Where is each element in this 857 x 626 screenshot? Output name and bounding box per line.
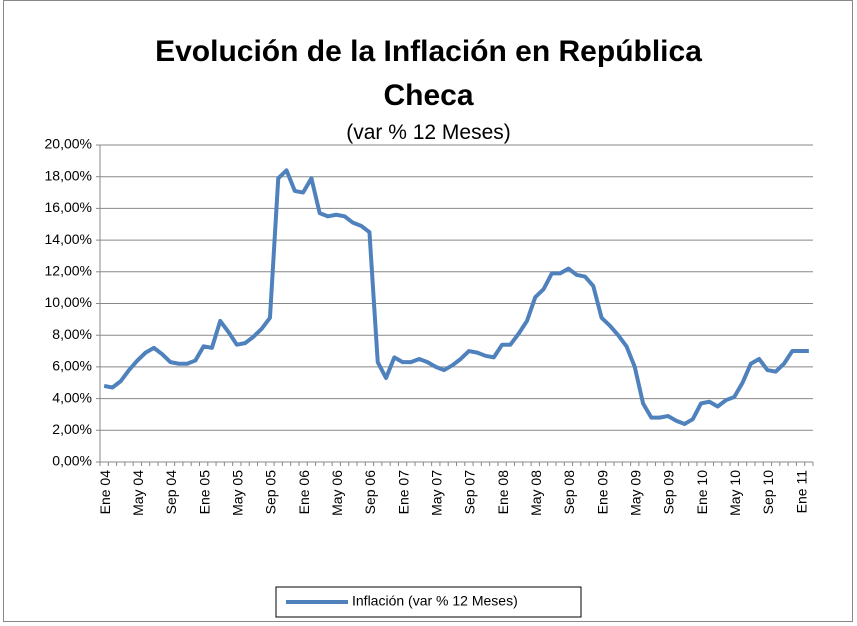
x-tick-label: May 05 (229, 470, 245, 516)
x-tick-label: Sep 07 (462, 470, 478, 515)
x-tick-label: May 09 (627, 470, 643, 516)
y-tick-label: 20,00% (45, 136, 92, 152)
chart-subtitle: (var % 12 Meses) (346, 121, 511, 144)
x-tick-label: Sep 09 (661, 470, 677, 515)
chart-title: Evolución de la Inflación en República C… (155, 35, 702, 112)
x-tick-label: May 10 (727, 470, 743, 516)
x-tick-label: Ene 10 (694, 470, 710, 515)
x-tick-label: Sep 05 (263, 470, 279, 515)
legend-box (275, 586, 582, 618)
y-tick-label: 2,00% (52, 421, 92, 437)
x-tick-label: May 06 (329, 470, 345, 516)
x-tick-label: May 07 (428, 470, 444, 516)
x-tick-label: Ene 07 (395, 470, 411, 515)
x-tick-label: Ene 11 (793, 470, 809, 514)
x-tick-label: Sep 06 (362, 470, 378, 515)
x-tick-label: Ene 06 (296, 470, 312, 515)
y-tick-label: 18,00% (45, 167, 92, 183)
legend-label: Inflación (var % 12 Meses) (352, 593, 518, 609)
y-tick-label: 0,00% (52, 453, 92, 469)
x-tick-label: Sep 10 (760, 470, 776, 515)
x-tick-label: May 04 (130, 470, 146, 516)
y-tick-label: 10,00% (45, 294, 92, 310)
x-tick-label: May 08 (528, 470, 544, 516)
y-tick-label: 14,00% (45, 231, 92, 247)
y-tick-label: 8,00% (52, 326, 92, 342)
y-tick-label: 4,00% (52, 389, 92, 405)
y-tick-label: 6,00% (52, 358, 92, 374)
y-tick-label: 16,00% (45, 199, 92, 215)
data-line (103, 168, 809, 426)
x-tick-label: Ene 05 (196, 470, 212, 515)
x-tick-label: Ene 08 (495, 470, 511, 515)
chart-border (3, 0, 853, 622)
y-tick-label: 12,00% (45, 263, 92, 279)
x-tick-label: Ene 04 (97, 470, 113, 515)
x-tick-label: Sep 08 (561, 470, 577, 515)
x-tick-label: Ene 09 (594, 470, 610, 515)
x-tick-label: Sep 04 (163, 470, 179, 515)
